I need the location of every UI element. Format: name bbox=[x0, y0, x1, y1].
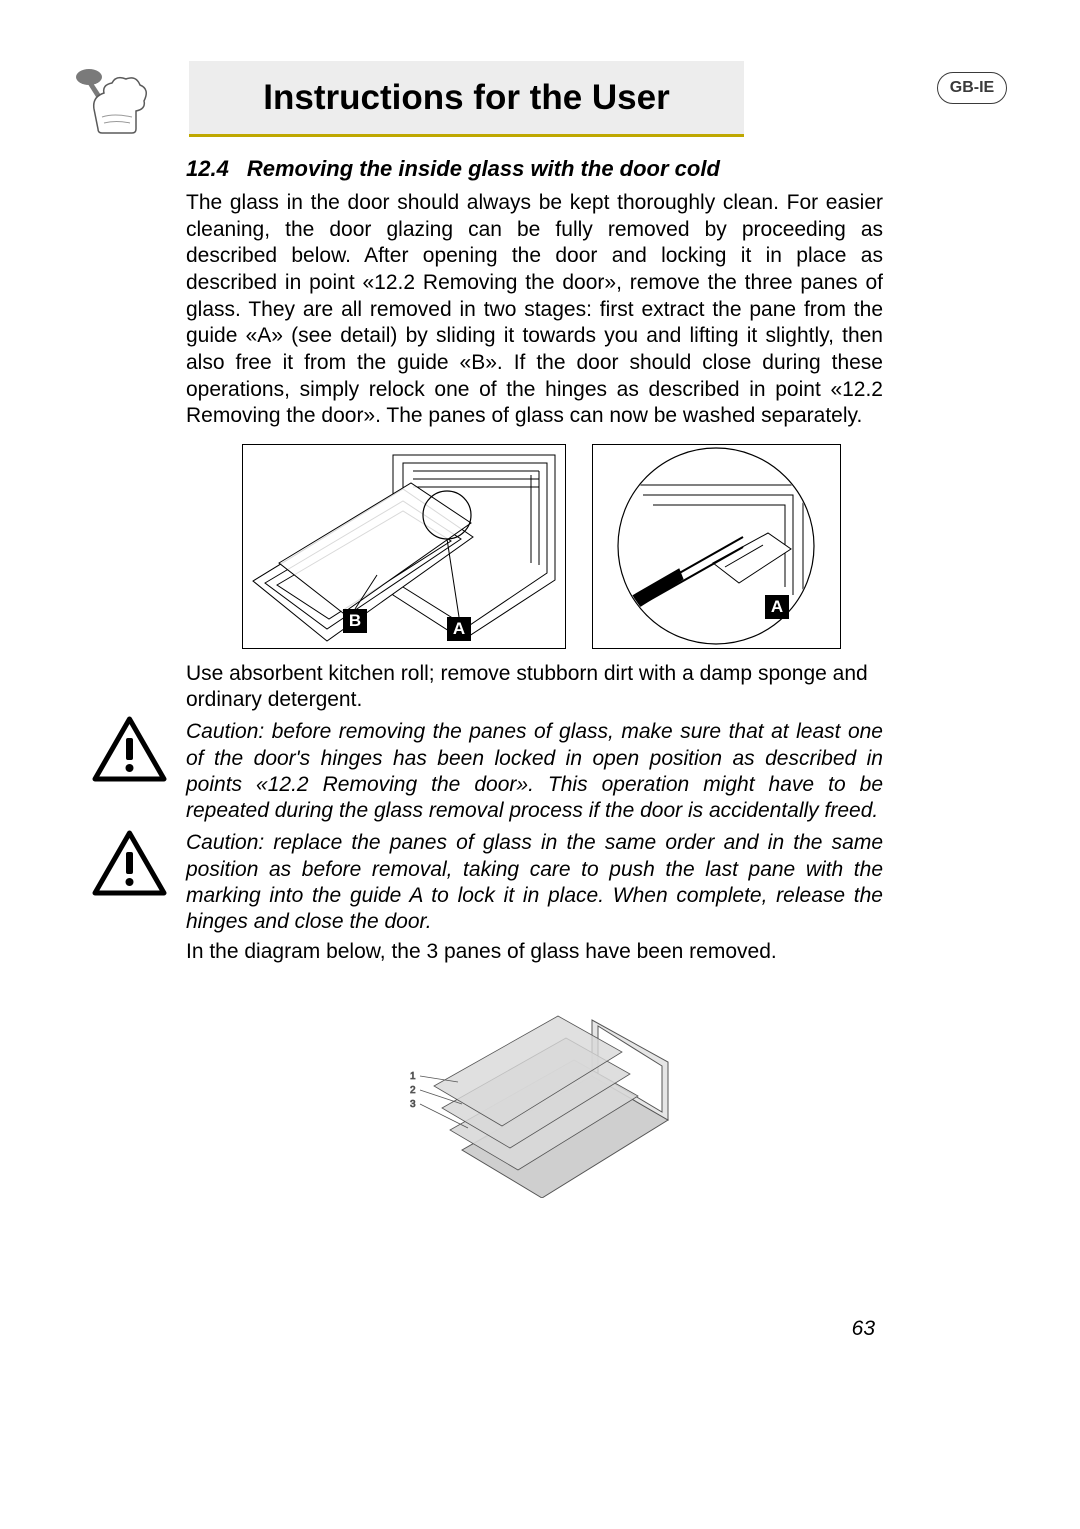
header-underline bbox=[189, 134, 744, 137]
section-heading: 12.4 Removing the inside glass with the d… bbox=[186, 156, 883, 182]
caution-2: Caution: replace the panes of glass in t… bbox=[186, 830, 883, 935]
pane-label-3: 3 bbox=[410, 1099, 416, 1110]
paragraph-3: In the diagram below, the 3 panes of gla… bbox=[186, 939, 883, 965]
warning-triangle-icon bbox=[92, 716, 167, 784]
figure-door-guides: B A bbox=[242, 444, 566, 649]
paragraph-1: The glass in the door should always be k… bbox=[186, 190, 883, 430]
pane-label-1: 1 bbox=[410, 1071, 416, 1082]
figure-row-1: B A bbox=[242, 444, 883, 649]
caution-1: Caution: before removing the panes of gl… bbox=[186, 719, 883, 824]
figure-exploded-panes: 1 2 3 bbox=[392, 980, 677, 1198]
figure2-label-a: A bbox=[765, 595, 789, 619]
figure-guide-detail: A bbox=[592, 444, 841, 649]
warning-triangle-icon bbox=[92, 830, 167, 898]
pane-label-2: 2 bbox=[410, 1085, 416, 1096]
section-title: Removing the inside glass with the door … bbox=[247, 156, 720, 181]
page-header: Instructions for the User bbox=[189, 61, 744, 134]
page-title: Instructions for the User bbox=[263, 78, 669, 118]
manual-page: Instructions for the User GB-IE 12.4 Remo… bbox=[0, 0, 1080, 1529]
content-column: 12.4 Removing the inside glass with the d… bbox=[186, 156, 883, 1198]
section-number: 12.4 bbox=[186, 156, 229, 182]
paragraph-2: Use absorbent kitchen roll; remove stubb… bbox=[186, 661, 883, 714]
page-number: 63 bbox=[852, 1317, 875, 1341]
figure-label-a: A bbox=[447, 617, 471, 641]
chef-hat-spoon-icon bbox=[74, 67, 150, 137]
language-badge: GB-IE bbox=[937, 72, 1007, 104]
figure-label-b: B bbox=[343, 609, 367, 633]
